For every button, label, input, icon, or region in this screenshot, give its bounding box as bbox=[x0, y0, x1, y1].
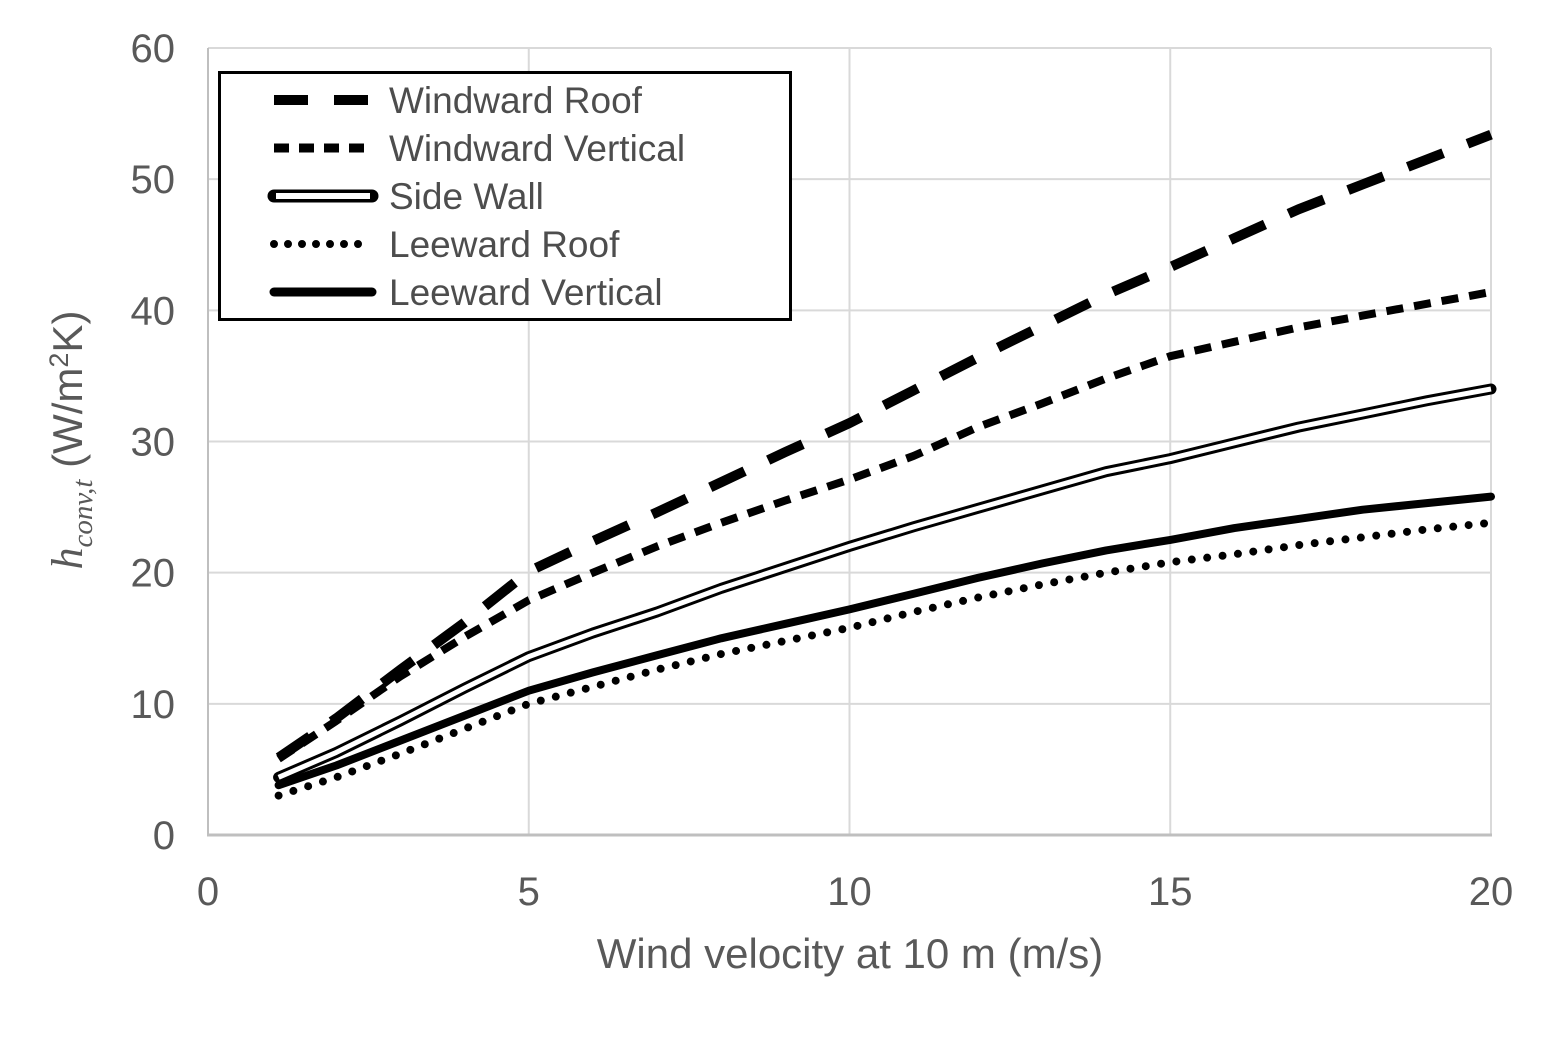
y-axis-title: hconv,t (W/m2K) bbox=[43, 311, 99, 570]
y-tick-label-40: 40 bbox=[131, 289, 176, 333]
x-tick-label-20: 20 bbox=[1469, 870, 1514, 914]
tick-labels: 0 10 20 30 40 50 60 0 5 10 15 20 bbox=[131, 27, 1514, 914]
legend-item-windward-vertical: Windward Vertical bbox=[267, 126, 789, 170]
y-axis-title-text: hconv,t (W/m2K) bbox=[43, 311, 99, 570]
legend-line-sample bbox=[274, 143, 372, 153]
y-tick-label-0: 0 bbox=[153, 814, 175, 858]
legend-line-sample bbox=[269, 287, 377, 297]
data-series bbox=[273, 129, 1497, 800]
x-tick-label-0: 0 bbox=[197, 870, 219, 914]
x-axis-title: Wind velocity at 10 m (m/s) bbox=[597, 930, 1103, 977]
legend-line-sample bbox=[270, 240, 376, 248]
x-tick-label-10: 10 bbox=[827, 870, 872, 914]
axis-lines bbox=[207, 48, 1492, 837]
x-tick-label-15: 15 bbox=[1148, 870, 1193, 914]
legend-item-windward-roof: Windward Roof bbox=[267, 78, 789, 122]
series-leeward-roof bbox=[274, 518, 1495, 800]
series-side-wall-core bbox=[277, 386, 1492, 780]
legend-label: Windward Vertical bbox=[389, 127, 686, 169]
legend-label: Windward Roof bbox=[389, 79, 642, 121]
y-tick-label-30: 30 bbox=[131, 421, 176, 465]
y-tick-label-50: 50 bbox=[131, 158, 176, 202]
legend-label: Leeward Roof bbox=[389, 223, 620, 265]
legend-item-side-wall: Side Wall bbox=[267, 174, 789, 218]
legend-line-sample bbox=[267, 189, 379, 203]
series-leeward-vertical bbox=[274, 492, 1495, 790]
legend-label: Leeward Vertical bbox=[389, 271, 663, 313]
legend-line-sample bbox=[274, 95, 372, 105]
x-tick-label-5: 5 bbox=[518, 870, 540, 914]
y-tick-label-10: 10 bbox=[131, 683, 176, 727]
legend: Windward Roof Windward Vertical Side Wall L… bbox=[218, 71, 792, 321]
y-tick-label-60: 60 bbox=[131, 27, 176, 71]
legend-label: Side Wall bbox=[389, 175, 544, 217]
legend-item-leeward-vertical: Leeward Vertical bbox=[267, 270, 789, 314]
legend-item-leeward-roof: Leeward Roof bbox=[267, 222, 789, 266]
series-windward-vertical bbox=[276, 288, 1492, 763]
y-tick-label-20: 20 bbox=[131, 552, 176, 596]
